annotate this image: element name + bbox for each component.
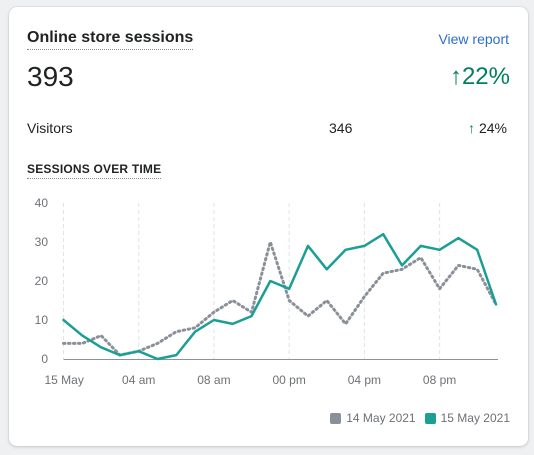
x-tick-label: 08 am — [197, 373, 230, 387]
y-tick-label: 40 — [35, 196, 49, 210]
total-change-badge: ↑22% — [450, 61, 510, 93]
legend-label-current: 15 May 2021 — [440, 411, 510, 425]
x-tick-label: 04 am — [122, 373, 155, 387]
sessions-card: Online store sessions View report 393 ↑2… — [9, 7, 528, 446]
sessions-line-chart: 0 10 20 30 40 15 May 04 am 08 am 00 pm 04 pm 08 pm — [35, 196, 498, 387]
series-line-previous — [62, 240, 498, 357]
visitors-change: ↑ 24% — [468, 120, 507, 136]
legend-label-previous: 14 May 2021 — [346, 411, 416, 425]
total-sessions-value: 393 — [27, 61, 74, 92]
legend-item-previous[interactable]: 14 May 2021 — [330, 411, 416, 425]
chart-legend: 14 May 2021 15 May 2021 — [321, 411, 510, 425]
x-tick-label: 00 pm — [272, 373, 305, 387]
y-tick-label: 30 — [35, 235, 49, 249]
y-tick-label: 10 — [35, 313, 49, 327]
x-tick-label: 08 pm — [423, 373, 456, 387]
legend-swatch-current — [424, 412, 436, 424]
arrow-up-icon: ↑ — [467, 120, 475, 136]
card-title: Online store sessions — [27, 28, 194, 50]
x-tick-label: 04 pm — [348, 373, 381, 387]
legend-swatch-previous — [330, 412, 342, 424]
total-change-value: 22% — [461, 63, 510, 90]
y-tick-label: 20 — [35, 274, 49, 288]
chart-title: SESSIONS OVER TIME — [27, 162, 162, 179]
arrow-up-icon: ↑ — [449, 63, 462, 90]
visitors-label: Visitors — [27, 120, 73, 136]
visitors-value: 346 — [329, 120, 353, 136]
y-tick-label: 0 — [41, 352, 48, 366]
view-report-link[interactable]: View report — [438, 31, 509, 47]
series-line-current — [62, 232, 498, 361]
legend-item-current[interactable]: 15 May 2021 — [424, 411, 510, 425]
visitors-change-value: 24% — [478, 120, 507, 136]
x-tick-label: 15 May — [45, 373, 84, 387]
